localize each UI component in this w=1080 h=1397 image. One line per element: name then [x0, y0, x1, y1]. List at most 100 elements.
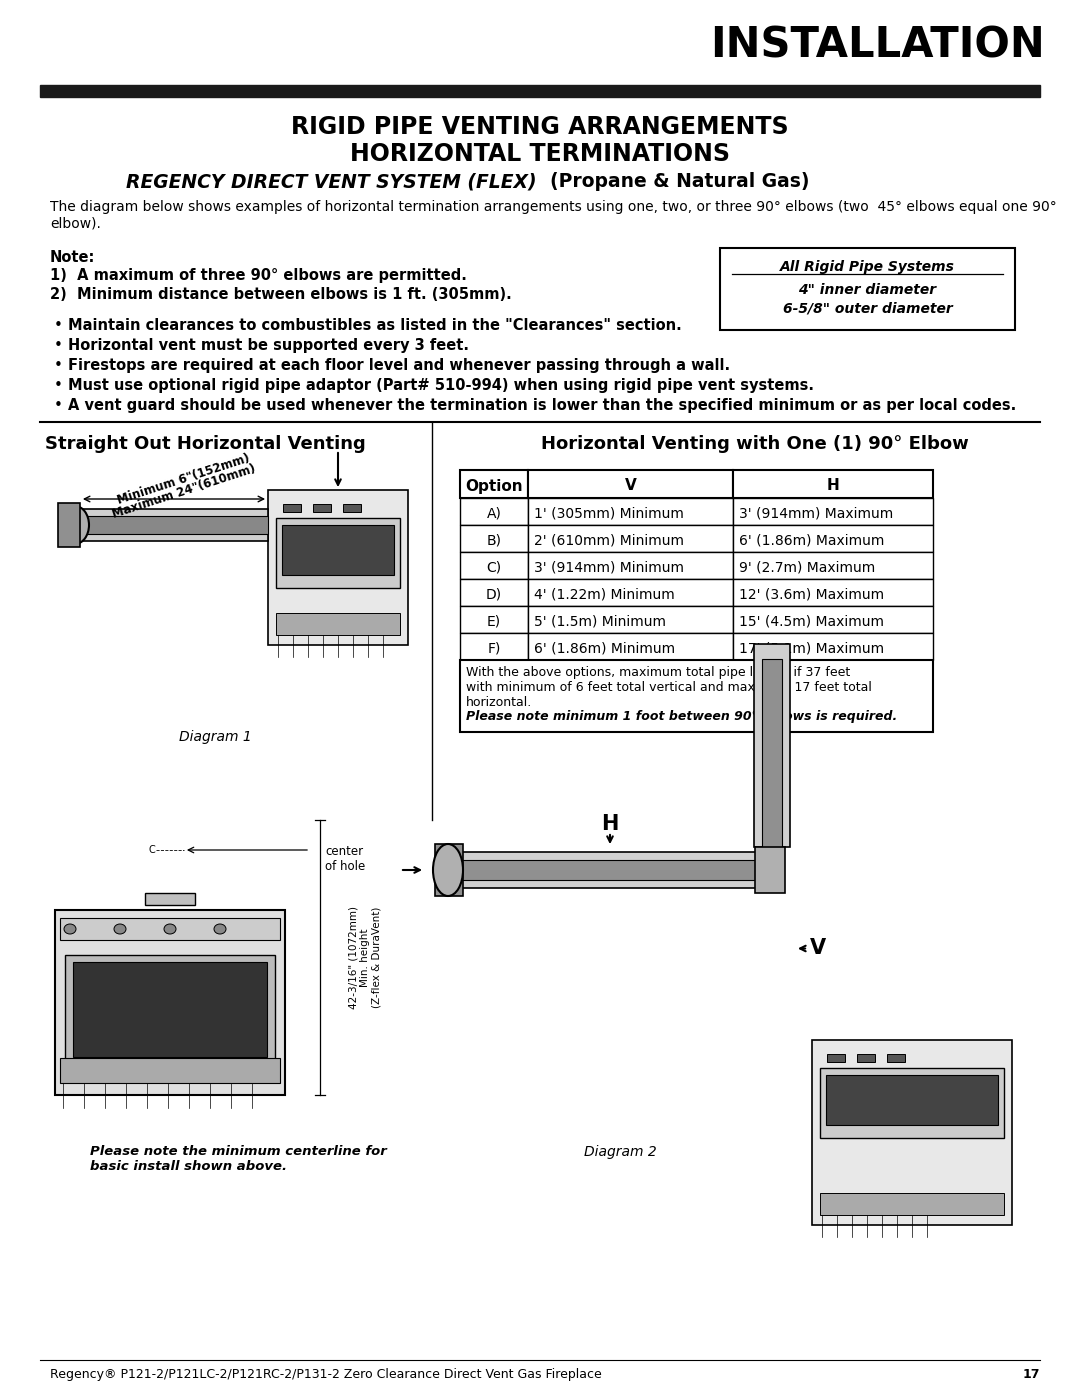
Text: Regency® P121-2/P121LC-2/P121RC-2/P131-2 Zero Clearance Direct Vent Gas Fireplac: Regency® P121-2/P121LC-2/P121RC-2/P131-2… — [50, 1368, 602, 1382]
Text: REGENCY DIRECT VENT SYSTEM (FLEX): REGENCY DIRECT VENT SYSTEM (FLEX) — [126, 172, 537, 191]
Bar — [733, 633, 933, 659]
Bar — [460, 633, 528, 659]
Text: HORIZONTAL TERMINATIONS: HORIZONTAL TERMINATIONS — [350, 142, 730, 166]
Text: V: V — [810, 939, 826, 958]
Text: 6-5/8" outer diameter: 6-5/8" outer diameter — [783, 302, 953, 316]
Bar — [460, 525, 528, 552]
Text: E): E) — [487, 615, 501, 629]
Bar — [528, 525, 733, 552]
Text: H: H — [602, 814, 619, 834]
Bar — [65, 956, 275, 1065]
Bar — [55, 909, 285, 1095]
Text: •: • — [54, 379, 63, 393]
Text: With the above options, maximum total pipe length if 37 feet
with minimum of 6 f: With the above options, maximum total pi… — [465, 666, 872, 710]
Bar — [460, 861, 760, 880]
Bar — [762, 659, 782, 852]
Text: Note:: Note: — [50, 250, 95, 265]
Text: A): A) — [487, 507, 501, 521]
Text: 6' (1.86m) Minimum: 6' (1.86m) Minimum — [534, 641, 675, 655]
Bar — [40, 85, 1040, 96]
Text: 1' (305mm) Minimum: 1' (305mm) Minimum — [534, 507, 684, 521]
Text: •: • — [54, 358, 63, 373]
Bar — [60, 1058, 280, 1083]
Text: center
of hole: center of hole — [325, 845, 365, 873]
Bar — [528, 469, 733, 497]
Ellipse shape — [214, 923, 226, 935]
Bar — [528, 497, 733, 525]
Ellipse shape — [60, 506, 89, 543]
Bar — [827, 1053, 845, 1062]
Bar — [733, 525, 933, 552]
Ellipse shape — [114, 923, 126, 935]
Text: Diagram 2: Diagram 2 — [583, 1146, 657, 1160]
Text: (Propane & Natural Gas): (Propane & Natural Gas) — [537, 172, 810, 191]
Bar — [282, 525, 394, 576]
Bar — [733, 578, 933, 606]
Bar — [820, 1067, 1004, 1139]
Text: •: • — [54, 398, 63, 414]
Text: 2)  Minimum distance between elbows is 1 ft. (305mm).: 2) Minimum distance between elbows is 1 … — [50, 286, 512, 302]
Bar — [283, 504, 301, 511]
Text: 9' (2.7m) Maximum: 9' (2.7m) Maximum — [739, 560, 875, 574]
Bar — [80, 515, 268, 534]
Bar — [528, 578, 733, 606]
Text: 4' (1.22m) Minimum: 4' (1.22m) Minimum — [534, 588, 675, 602]
Text: 5' (1.5m) Minimum: 5' (1.5m) Minimum — [534, 615, 666, 629]
Bar — [460, 606, 528, 633]
Text: 1)  A maximum of three 90° elbows are permitted.: 1) A maximum of three 90° elbows are per… — [50, 268, 467, 284]
Text: Please note minimum 1 foot between 90° elbows is required.: Please note minimum 1 foot between 90° e… — [465, 710, 897, 724]
Text: 3' (914mm) Minimum: 3' (914mm) Minimum — [534, 560, 684, 574]
Text: H: H — [826, 479, 839, 493]
Text: Horizontal Venting with One (1) 90° Elbow: Horizontal Venting with One (1) 90° Elbo… — [541, 434, 969, 453]
Bar — [528, 633, 733, 659]
Bar — [435, 844, 463, 895]
Text: 42-3/16" (1072mm)
Min. height
(Z-flex & DuraVent): 42-3/16" (1072mm) Min. height (Z-flex & … — [349, 907, 381, 1009]
Text: Diagram 1: Diagram 1 — [178, 731, 252, 745]
Bar — [733, 606, 933, 633]
Text: D): D) — [486, 588, 502, 602]
Bar — [528, 606, 733, 633]
Text: C): C) — [486, 560, 501, 574]
Text: 17: 17 — [1023, 1368, 1040, 1382]
Bar — [313, 504, 330, 511]
Text: Firestops are required at each floor level and whenever passing through a wall.: Firestops are required at each floor lev… — [68, 358, 730, 373]
Bar — [268, 490, 408, 645]
Ellipse shape — [164, 923, 176, 935]
Bar — [276, 613, 400, 636]
Bar — [720, 249, 1015, 330]
Text: •: • — [54, 338, 63, 353]
Text: Minimum 6"(152mm): Minimum 6"(152mm) — [116, 451, 252, 507]
Bar — [460, 578, 528, 606]
Text: 6' (1.86m) Maximum: 6' (1.86m) Maximum — [739, 534, 885, 548]
Text: Must use optional rigid pipe adaptor (Part# 510-994) when using rigid pipe vent : Must use optional rigid pipe adaptor (Pa… — [68, 379, 814, 393]
Bar — [60, 918, 280, 940]
Ellipse shape — [433, 844, 463, 895]
Text: V: V — [624, 479, 636, 493]
Bar — [812, 1039, 1012, 1225]
Text: RIGID PIPE VENTING ARRANGEMENTS: RIGID PIPE VENTING ARRANGEMENTS — [292, 115, 788, 138]
Text: C: C — [149, 845, 156, 855]
Bar — [145, 893, 195, 905]
Text: B): B) — [486, 534, 501, 548]
Bar — [733, 469, 933, 497]
Text: Straight Out Horizontal Venting: Straight Out Horizontal Venting — [44, 434, 365, 453]
Text: 17' (5.1m) Maximum: 17' (5.1m) Maximum — [739, 641, 885, 655]
Text: 3' (914mm) Maximum: 3' (914mm) Maximum — [739, 507, 893, 521]
Bar — [343, 504, 361, 511]
Text: A vent guard should be used whenever the termination is lower than the specified: A vent guard should be used whenever the… — [68, 398, 1016, 414]
Text: The diagram below shows examples of horizontal termination arrangements using on: The diagram below shows examples of hori… — [50, 200, 1056, 231]
Text: Maintain clearances to combustibles as listed in the "Clearances" section.: Maintain clearances to combustibles as l… — [68, 319, 681, 332]
Text: INSTALLATION: INSTALLATION — [711, 25, 1045, 67]
Bar — [460, 552, 528, 578]
Text: 4" inner diameter: 4" inner diameter — [798, 284, 936, 298]
Text: 12' (3.6m) Maximum: 12' (3.6m) Maximum — [739, 588, 885, 602]
Bar — [733, 497, 933, 525]
Text: Please note the minimum centerline for
basic install shown above.: Please note the minimum centerline for b… — [90, 1146, 387, 1173]
Text: All Rigid Pipe Systems: All Rigid Pipe Systems — [780, 260, 955, 274]
Bar — [58, 503, 80, 548]
Bar — [733, 552, 933, 578]
Text: 15' (4.5m) Maximum: 15' (4.5m) Maximum — [739, 615, 885, 629]
Bar — [858, 1053, 875, 1062]
Text: Option: Option — [465, 479, 523, 493]
Ellipse shape — [64, 923, 76, 935]
